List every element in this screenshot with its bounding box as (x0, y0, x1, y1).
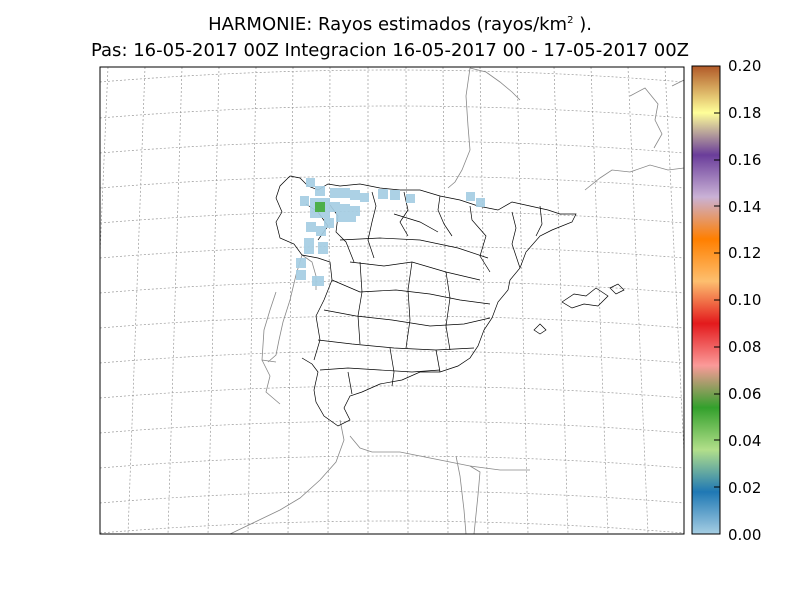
lightning-cell (296, 258, 306, 268)
lightning-cell (360, 193, 369, 202)
coastline-portugal-africa (229, 254, 530, 534)
lightning-cell (340, 204, 350, 214)
lightning-cell (312, 276, 324, 286)
lightning-cell (304, 238, 314, 246)
lightning-cell (330, 202, 340, 212)
lightning-cell (378, 189, 388, 199)
lightning-cell (300, 196, 309, 206)
colorbar-tick-label: 0.20 (728, 57, 762, 75)
lightning-cell (390, 190, 400, 200)
map-title-line1: HARMONIE: Rayos estimados (rayos/km2 ). (208, 14, 592, 35)
lightning-cell (476, 198, 485, 207)
lightning-cell (330, 188, 340, 198)
lightning-cell (324, 218, 334, 228)
lightning-cell (346, 212, 356, 222)
lightning-peak-cell (315, 202, 325, 212)
lightning-cell (306, 178, 315, 187)
lightning-cell (466, 192, 475, 201)
lightning-cell (306, 222, 316, 232)
colorbar-tick-label: 0.16 (728, 151, 762, 169)
lightning-cell (350, 206, 360, 216)
colorbar-tick-label: 0.04 (728, 432, 762, 450)
colorbar (691, 65, 721, 535)
lightning-cell (406, 194, 415, 203)
lightning-cell (315, 186, 325, 196)
colorbar-tick-label: 0.18 (728, 104, 762, 122)
lightning-cell (304, 246, 314, 254)
colorbar-tick-label: 0.06 (728, 385, 762, 403)
lightning-cell (340, 188, 350, 198)
lightning-cell (350, 190, 360, 200)
lightning-cells (296, 178, 485, 286)
colorbar-tick-label: 0.10 (728, 291, 762, 309)
colorbar-tick-label: 0.00 (728, 526, 762, 544)
lightning-cell (336, 212, 346, 222)
lightning-cell (316, 226, 326, 236)
lightning-cell (318, 242, 328, 254)
lightning-cell (296, 270, 306, 280)
coastline-france (447, 67, 684, 191)
colorbar-tick-label: 0.02 (728, 479, 762, 497)
map-frame (99, 66, 685, 535)
map-title-line2: Pas: 16-05-2017 00Z Integracion 16-05-20… (90, 40, 689, 61)
colorbar-tick-label: 0.12 (728, 244, 762, 262)
colorbar-tick-label: 0.08 (728, 338, 762, 356)
colorbar-tick-label: 0.14 (728, 198, 762, 216)
graticule-grid (100, 67, 684, 534)
spain-borders (275, 175, 625, 427)
